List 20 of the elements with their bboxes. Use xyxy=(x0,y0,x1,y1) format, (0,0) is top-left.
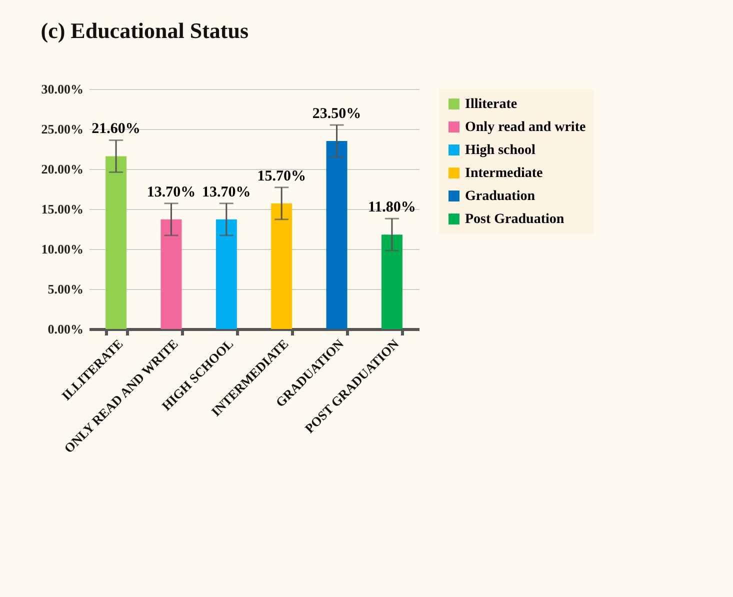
legend-label: Only read and write xyxy=(465,120,586,135)
y-tick-label: 10.00% xyxy=(41,242,84,256)
data-label: 15.70% xyxy=(257,168,306,184)
data-label: 23.50% xyxy=(312,106,362,122)
y-tick-label: 25.00% xyxy=(41,122,84,136)
y-tick-label: 30.00% xyxy=(41,82,84,96)
y-tick-label: 5.00% xyxy=(48,282,84,296)
data-label: 11.80% xyxy=(368,200,416,216)
data-label: 13.70% xyxy=(202,184,251,200)
y-tick-label: 15.00% xyxy=(41,202,84,216)
legend-label: Intermediate xyxy=(465,166,543,181)
data-label: 13.70% xyxy=(146,184,196,200)
y-tick-label: 0.00% xyxy=(48,322,84,336)
y-tick-label: 20.00% xyxy=(41,162,84,176)
data-label: 21.60% xyxy=(92,121,140,138)
legend-label: Graduation xyxy=(465,189,536,204)
legend-label: High school xyxy=(465,143,536,158)
legend-label: Illiterate xyxy=(465,97,518,112)
legend-label: Post Graduation xyxy=(465,212,564,227)
chart-title: (c) Educational Status xyxy=(40,18,249,43)
